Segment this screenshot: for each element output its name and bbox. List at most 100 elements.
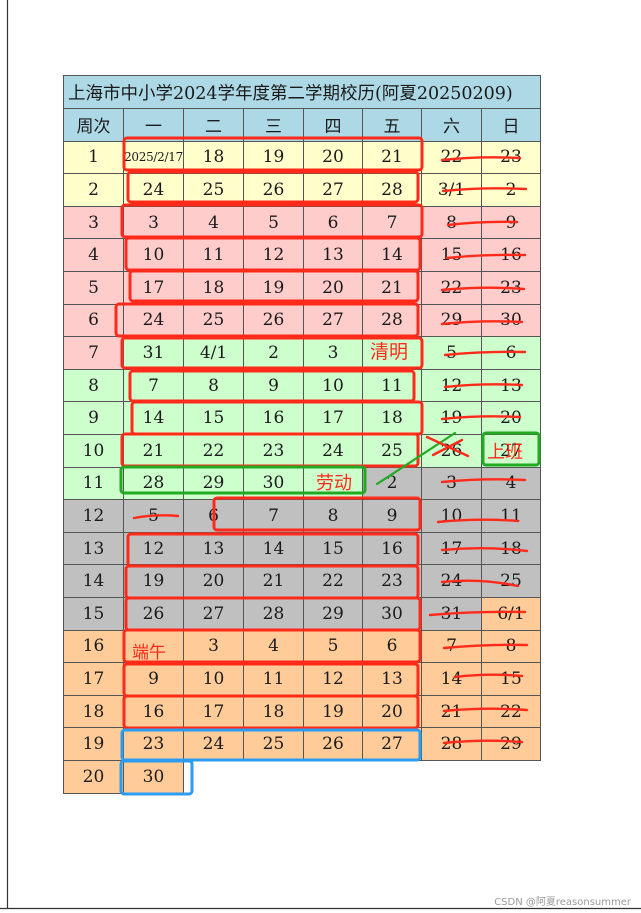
- date-cell: 2: [481, 173, 541, 207]
- date-cell: 8: [421, 205, 482, 240]
- date-cell: 29: [303, 597, 363, 631]
- date-cell: 20: [303, 140, 363, 175]
- week-number-cell: 10: [63, 434, 124, 468]
- week-number-cell: 9: [63, 401, 124, 435]
- date-cell: 17: [123, 271, 184, 305]
- weekday-header: 四: [303, 108, 363, 142]
- date-cell: 22: [481, 694, 541, 729]
- date-cell: 29: [421, 303, 482, 338]
- date-cell: 19: [243, 271, 304, 305]
- date-cell: 30: [243, 466, 304, 501]
- date-cell: 10: [303, 368, 363, 403]
- date-cell: 8: [481, 629, 541, 664]
- date-cell: [303, 466, 363, 501]
- date-cell: 23: [243, 434, 304, 468]
- date-cell: 24: [421, 564, 482, 598]
- date-cell: [362, 336, 422, 370]
- date-cell: 4/1: [183, 336, 244, 370]
- week-number-cell: 11: [63, 466, 124, 501]
- date-cell: 20: [183, 564, 244, 598]
- week-number-cell: 20: [63, 760, 124, 794]
- date-cell: 16: [362, 531, 422, 566]
- date-cell: 23: [362, 564, 422, 598]
- week-number-cell: 19: [63, 727, 124, 761]
- date-cell: 7: [362, 205, 422, 240]
- date-cell: 5: [303, 629, 363, 664]
- date-cell: 7: [243, 499, 304, 533]
- date-cell: 24: [303, 434, 363, 468]
- date-cell: 6: [303, 205, 363, 240]
- date-cell: 25: [362, 434, 422, 468]
- date-cell: 22: [421, 140, 482, 175]
- date-cell: 18: [183, 271, 244, 305]
- week-number-cell: 6: [63, 303, 124, 338]
- date-cell: 18: [183, 140, 244, 175]
- date-cell: 27: [362, 727, 422, 761]
- date-cell: 5: [421, 336, 482, 370]
- date-cell: 3: [183, 629, 244, 664]
- week-number-cell: 12: [63, 499, 124, 533]
- weekday-header: 日: [481, 108, 541, 142]
- week-number-cell: 13: [63, 531, 124, 566]
- date-cell: 16: [481, 238, 541, 272]
- date-cell: 18: [243, 694, 304, 729]
- footer-credit: CSDN @阿夏reasonsummer: [494, 897, 631, 908]
- date-cell: 26: [303, 727, 363, 761]
- weekday-header: 六: [421, 108, 482, 142]
- date-cell: 26: [243, 173, 304, 207]
- date-cell: 16: [243, 401, 304, 435]
- date-cell: 19: [123, 564, 184, 598]
- date-cell: 13: [303, 238, 363, 272]
- date-cell: 30: [362, 597, 422, 631]
- date-cell: 31: [123, 336, 184, 370]
- week-number-cell: 16: [63, 629, 124, 664]
- date-cell: 12: [243, 238, 304, 272]
- date-cell: 18: [362, 401, 422, 435]
- date-cell: 22: [183, 434, 244, 468]
- weekday-header: 二: [183, 108, 244, 142]
- date-cell: 15: [421, 238, 482, 272]
- date-cell: 11: [183, 238, 244, 272]
- week-number-cell: 17: [63, 662, 124, 696]
- date-cell: 9: [481, 205, 541, 240]
- date-cell: 3/1: [421, 173, 482, 207]
- date-cell: 12: [421, 368, 482, 403]
- date-cell: 6: [362, 629, 422, 664]
- date-cell: 13: [362, 662, 422, 696]
- date-cell: 11: [243, 662, 304, 696]
- date-cell: 14: [421, 662, 482, 696]
- date-cell: 4: [481, 466, 541, 501]
- week-column-header: 周次: [63, 108, 124, 142]
- date-cell: 30: [123, 760, 184, 794]
- date-cell: 24: [123, 173, 184, 207]
- date-cell: 25: [183, 303, 244, 338]
- date-cell: 23: [123, 727, 184, 761]
- date-cell: 28: [123, 466, 184, 501]
- date-cell: 28: [362, 303, 422, 338]
- week-number-cell: 15: [63, 597, 124, 631]
- date-cell: 27: [481, 434, 541, 468]
- date-cell: 3: [303, 336, 363, 370]
- date-cell: 28: [362, 173, 422, 207]
- date-cell: 6/1: [481, 597, 541, 631]
- week-number-cell: 7: [63, 336, 124, 370]
- date-cell: 14: [243, 531, 304, 566]
- date-cell: 27: [183, 597, 244, 631]
- date-cell: 21: [362, 271, 422, 305]
- date-cell: 15: [481, 662, 541, 696]
- date-cell: 12: [303, 662, 363, 696]
- week-number-cell: 18: [63, 694, 124, 729]
- calendar-title: 上海市中小学2024学年度第二学期校历(阿夏20250209): [63, 75, 541, 109]
- date-cell: 2025/2/17: [123, 140, 184, 175]
- date-cell: 19: [421, 401, 482, 435]
- date-cell: 21: [123, 434, 184, 468]
- week-number-cell: 5: [63, 271, 124, 305]
- date-cell: 9: [362, 499, 422, 533]
- date-cell: 17: [421, 531, 482, 566]
- date-cell: 9: [243, 368, 304, 403]
- date-cell: 24: [123, 303, 184, 338]
- date-cell: 23: [481, 271, 541, 305]
- date-cell: 20: [303, 271, 363, 305]
- date-cell: 27: [303, 173, 363, 207]
- date-cell: 19: [243, 140, 304, 175]
